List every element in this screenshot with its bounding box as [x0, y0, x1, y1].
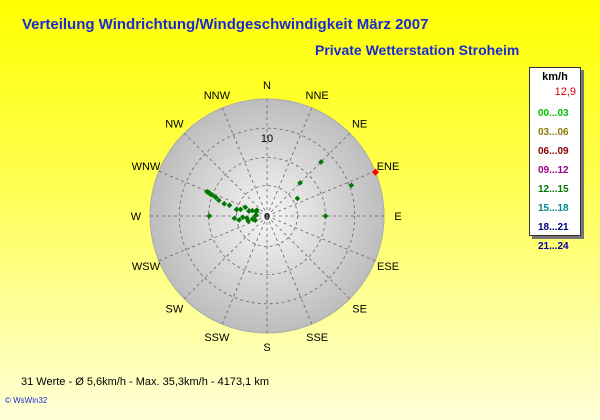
- direction-label-sw: SW: [166, 304, 184, 316]
- software-credit: © WsWin32: [5, 396, 48, 405]
- data-point: [322, 213, 329, 219]
- legend-range-21-24: 21...24: [538, 241, 569, 252]
- spoke-ene: [266, 170, 376, 217]
- max-speed-marker: [371, 168, 380, 176]
- direction-label-w: W: [131, 211, 142, 223]
- direction-label-e: E: [394, 211, 401, 223]
- legend-unit: km/h: [542, 71, 568, 83]
- legend-range-12-15: 12...15: [538, 184, 569, 195]
- data-point: [318, 159, 324, 165]
- data-point: [215, 197, 222, 204]
- spoke-ssw: [221, 215, 268, 325]
- data-point: [231, 215, 238, 222]
- direction-label-ene: ENE: [377, 161, 400, 173]
- direction-label-nw: NW: [165, 118, 184, 130]
- data-point: [226, 202, 233, 209]
- data-point: [348, 182, 355, 189]
- legend-max-value: 12,9: [554, 86, 576, 98]
- grid-ring-3: [178, 127, 356, 305]
- data-point: [253, 212, 259, 218]
- spoke-sw: [183, 215, 268, 300]
- data-point: [245, 218, 251, 224]
- data-point: [233, 206, 240, 213]
- legend-ranges: 00...03 03...06 06...09 09...12 12...15 …: [530, 104, 580, 256]
- center-zero-label: 0: [264, 212, 270, 223]
- direction-label-se: SE: [352, 304, 367, 316]
- direction-label-nne: NNE: [306, 90, 329, 102]
- data-point: [294, 195, 301, 202]
- data-point: [236, 217, 243, 223]
- spoke-nnw: [221, 107, 268, 217]
- direction-label-ese: ESE: [377, 261, 399, 273]
- legend-range-15-18: 15...18: [538, 203, 569, 214]
- direction-label-wsw: WSW: [132, 261, 161, 273]
- legend-range-09-12: 09...12: [538, 165, 569, 176]
- direction-label-nnw: NNW: [204, 90, 231, 102]
- spoke-nw: [183, 132, 268, 217]
- data-point: [297, 180, 303, 186]
- speed-legend: km/h 12,9 00...03 03...06 06...09 09...1…: [529, 67, 581, 252]
- radial-tick-label: 10: [261, 133, 273, 145]
- direction-label-wnw: WNW: [132, 161, 161, 173]
- direction-label-sse: SSE: [306, 332, 328, 344]
- data-point: [242, 204, 249, 211]
- summary-stats: 31 Werte - Ø 5,6km/h - Max. 35,3km/h - 4…: [21, 376, 269, 388]
- spoke-nne: [266, 107, 313, 217]
- chart-title: Verteilung Windrichtung/Windgeschwindigk…: [22, 16, 429, 33]
- legend-range-18-21: 18...21: [538, 222, 569, 233]
- direction-label-n: N: [263, 80, 271, 92]
- spoke-sse: [266, 215, 313, 325]
- data-point: [240, 214, 246, 221]
- legend-range-06-09: 06...09: [538, 146, 569, 157]
- spoke-ese: [266, 215, 376, 262]
- spoke-ne: [266, 132, 351, 217]
- data-point: [249, 207, 256, 214]
- data-point: [246, 208, 252, 214]
- direction-label-ssw: SSW: [204, 332, 230, 344]
- data-point: [253, 208, 259, 215]
- data-point: [204, 188, 210, 195]
- data-point: [237, 206, 244, 213]
- legend-range-03-06: 03...06: [538, 127, 569, 138]
- data-point: [221, 200, 228, 207]
- spoke-wsw: [158, 215, 268, 262]
- direction-label-ne: NE: [352, 118, 367, 130]
- data-point: [206, 213, 213, 219]
- spoke-se: [266, 215, 351, 300]
- direction-label-s: S: [263, 342, 270, 354]
- legend-range-00-03: 00...03: [538, 108, 569, 119]
- chart-subtitle: Private Wetterstation Stroheim: [315, 42, 520, 58]
- data-point: [252, 217, 259, 224]
